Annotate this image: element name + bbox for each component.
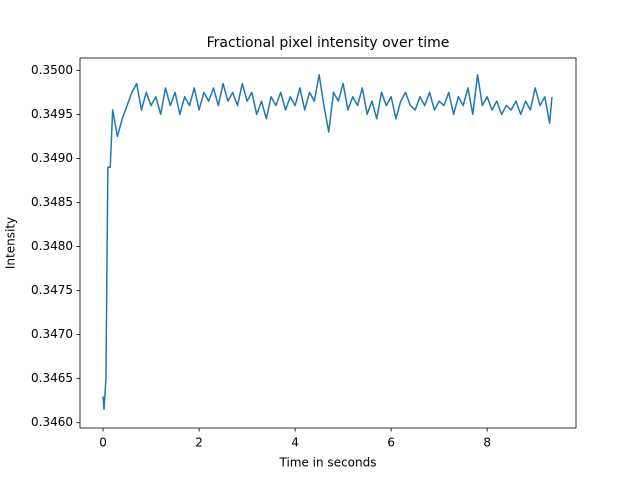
y-tick-label: 0.3470 [31,327,73,341]
x-tick-label: 2 [195,436,203,450]
y-tick-label: 0.3480 [31,239,73,253]
y-tick-label: 0.3475 [31,283,73,297]
chart-title: Fractional pixel intensity over time [207,35,450,51]
y-axis-label: Intensity [4,217,18,269]
y-tick-label: 0.3490 [31,151,73,165]
x-tick-label: 4 [291,436,299,450]
y-tick-label: 0.3495 [31,107,73,121]
y-tick-label: 0.3485 [31,195,73,209]
x-tick-label: 6 [387,436,395,450]
x-tick-label: 8 [483,436,491,450]
y-tick-label: 0.3500 [31,63,73,77]
x-axis-label: Time in seconds [279,456,377,470]
x-tick-label: 0 [99,436,107,450]
plot-frame [79,57,577,429]
y-tick-label: 0.3460 [31,415,73,429]
data-line [102,73,553,411]
y-tick-label: 0.3465 [31,371,73,385]
